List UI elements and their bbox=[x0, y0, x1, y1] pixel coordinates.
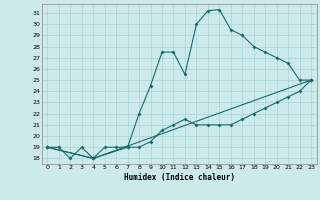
X-axis label: Humidex (Indice chaleur): Humidex (Indice chaleur) bbox=[124, 173, 235, 182]
